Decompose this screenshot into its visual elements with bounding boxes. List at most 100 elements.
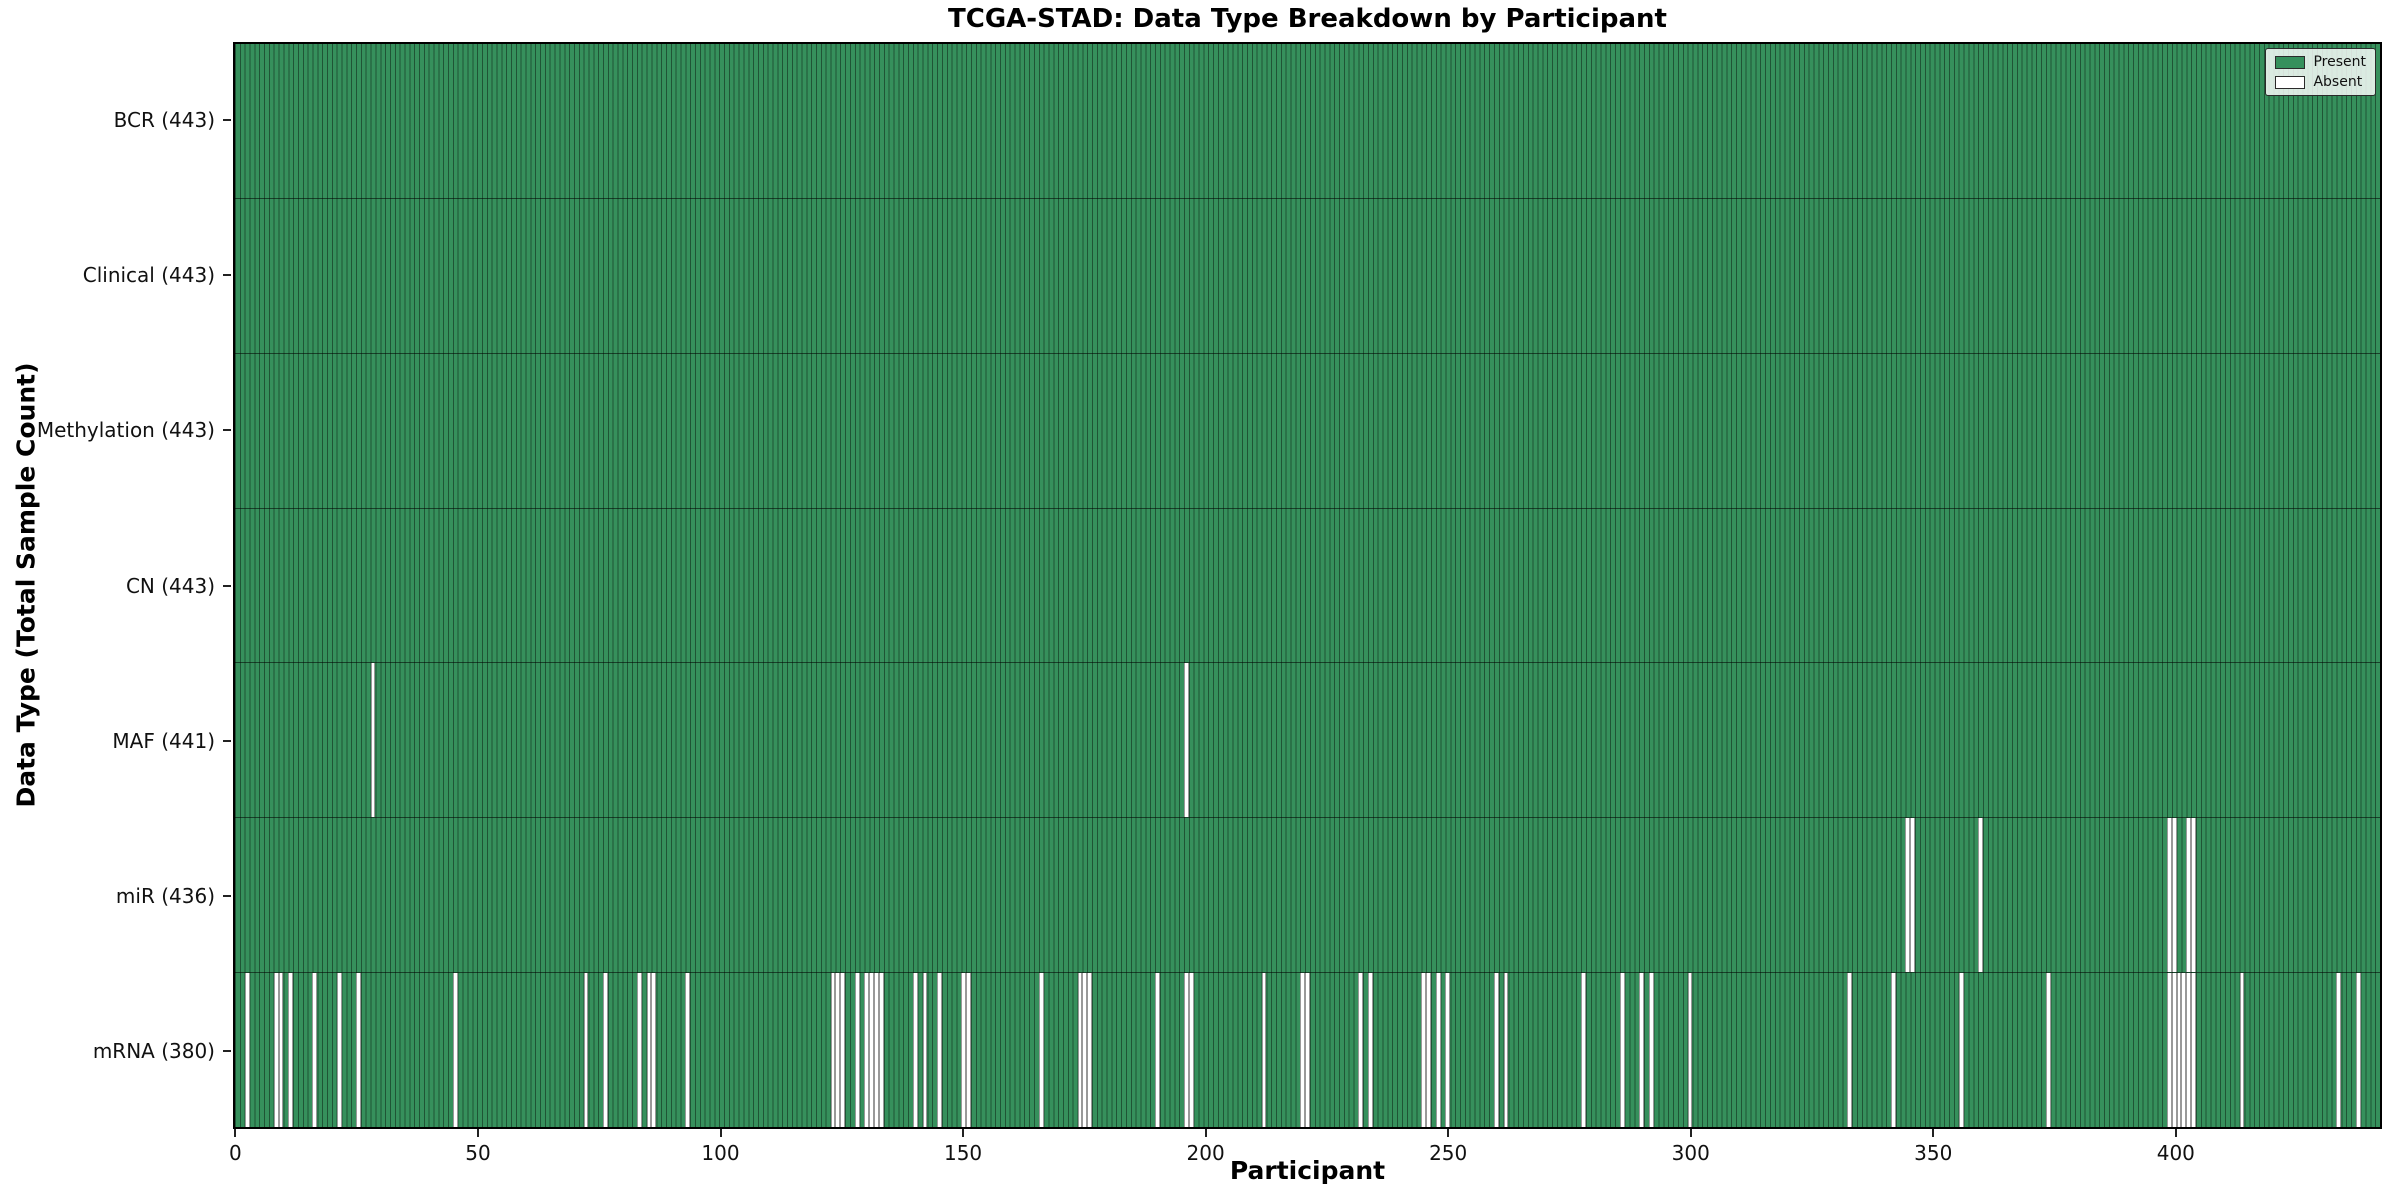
absent-cell — [864, 973, 870, 1128]
legend-item-present: Present — [2275, 55, 2366, 69]
row-label-bcr: BCR (443) — [113, 107, 215, 132]
row-label-clinical: Clinical (443) — [82, 262, 215, 287]
heatmap-rows — [235, 44, 2380, 1128]
absent-cell — [1648, 973, 1654, 1128]
absent-cell — [2166, 973, 2172, 1128]
absent-cell — [1910, 818, 1916, 973]
x-tick-mark — [1932, 1129, 1935, 1137]
x-tick-mark — [1204, 1129, 1207, 1137]
absent-cell — [2186, 818, 2192, 973]
absent-cell — [1493, 973, 1499, 1128]
x-tick-mark — [2174, 1129, 2177, 1137]
legend: Present Absent — [2265, 48, 2376, 96]
absent-cell — [602, 973, 608, 1128]
absent-cell — [273, 973, 279, 1128]
x-axis-label: Participant — [1229, 1156, 1386, 1185]
absent-cell — [1184, 973, 1189, 1128]
heatmap-row-maf — [235, 662, 2380, 818]
absent-cell — [937, 973, 942, 1128]
x-tick-mark — [719, 1129, 722, 1137]
heatmap-row-mir — [235, 817, 2380, 973]
absent-cell — [2239, 973, 2245, 1128]
y-tick-mark — [223, 895, 231, 898]
y-tick-mark — [223, 739, 231, 742]
heatmap-row-clinical — [235, 197, 2380, 353]
absent-cell — [2176, 973, 2182, 1128]
absent-cell — [2166, 818, 2172, 973]
absent-cell — [1300, 973, 1306, 1128]
row-label-mir: miR (436) — [115, 884, 215, 909]
absent-cell — [1368, 973, 1373, 1128]
x-tick-label: 300 — [1671, 1141, 1710, 1165]
chart-title: TCGA-STAD: Data Type Breakdown by Partic… — [948, 4, 1667, 34]
absent-cell — [2355, 973, 2361, 1128]
row-label-maf: MAF (441) — [112, 728, 215, 753]
heatmap-row-bcr — [235, 44, 2380, 198]
absent-cell — [1038, 973, 1044, 1128]
row-label-cn: CN (443) — [125, 573, 215, 598]
absent-cell — [583, 973, 589, 1128]
x-axis: 0 50 100 150 200 250 300 350 400 — [229, 1129, 2382, 1175]
y-axis: BCR (443) Clinical (443) Methylation (443)… — [0, 42, 233, 1129]
row-label-mrna: mRNA (380) — [92, 1039, 215, 1064]
heatmap-row-cn — [235, 507, 2380, 663]
absent-cell — [2171, 973, 2177, 1128]
x-tick-mark — [234, 1129, 237, 1137]
absent-cell — [1261, 973, 1267, 1128]
absent-cell — [1445, 973, 1451, 1128]
x-tick-label: 250 — [1429, 1141, 1468, 1165]
x-tick-label: 350 — [1914, 1141, 1953, 1165]
absent-cell — [966, 973, 971, 1128]
absent-cell — [1188, 973, 1194, 1128]
absent-cell — [2171, 818, 2177, 973]
x-tick-label: 100 — [701, 1141, 740, 1165]
absent-cell — [452, 973, 458, 1128]
absent-cell — [1305, 973, 1310, 1128]
absent-cell — [1426, 973, 1431, 1128]
absent-cell — [646, 973, 652, 1128]
absent-cell — [878, 973, 884, 1128]
absent-cell — [1639, 973, 1644, 1128]
plot-area: Present Absent — [233, 42, 2382, 1129]
x-tick-mark — [962, 1129, 965, 1137]
present-swatch — [2275, 55, 2306, 69]
absent-cell — [1503, 973, 1509, 1128]
absent-cell — [1077, 973, 1083, 1128]
legend-item-absent: Absent — [2275, 75, 2366, 89]
absent-cell — [1905, 818, 1911, 973]
x-tick-label: 200 — [1186, 1141, 1225, 1165]
absent-cell — [651, 973, 657, 1128]
y-tick-mark — [223, 273, 231, 276]
legend-label-present: Present — [2313, 54, 2366, 70]
absent-cell — [2181, 973, 2187, 1128]
absent-cell — [1421, 973, 1427, 1128]
absent-swatch — [2275, 75, 2306, 89]
absent-cell — [912, 973, 918, 1128]
absent-cell — [961, 973, 967, 1128]
x-tick-mark — [1447, 1129, 1450, 1137]
absent-cell — [244, 973, 250, 1128]
absent-cell — [1847, 973, 1853, 1128]
absent-cell — [2045, 973, 2051, 1128]
absent-cell — [835, 973, 841, 1128]
absent-cell — [1978, 818, 1983, 973]
absent-cell — [1890, 973, 1896, 1128]
absent-cell — [2336, 973, 2342, 1128]
absent-cell — [1154, 973, 1160, 1128]
absent-cell — [840, 973, 846, 1128]
absent-cell — [1435, 973, 1441, 1128]
absent-cell — [922, 973, 928, 1128]
absent-cell — [854, 973, 860, 1128]
absent-cell — [336, 973, 342, 1128]
absent-cell — [636, 973, 642, 1128]
absent-cell — [685, 973, 691, 1128]
absent-cell — [2186, 973, 2192, 1128]
absent-cell — [1087, 973, 1093, 1128]
x-tick-label: 0 — [229, 1141, 242, 1165]
absent-cell — [278, 973, 284, 1128]
absent-cell — [874, 973, 879, 1128]
absent-cell — [1687, 973, 1693, 1128]
absent-cell — [830, 973, 836, 1128]
absent-cell — [1358, 973, 1364, 1128]
